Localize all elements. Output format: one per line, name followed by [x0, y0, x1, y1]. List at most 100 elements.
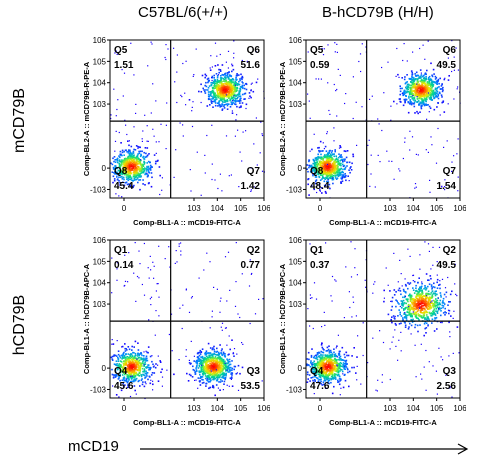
event-point [129, 152, 131, 155]
event-point [200, 356, 202, 358]
event-point [344, 379, 347, 382]
event-point [409, 100, 412, 102]
event-point [160, 123, 162, 125]
event-point [140, 154, 142, 157]
event-point [317, 162, 319, 165]
event-point [221, 73, 224, 76]
event-point [229, 106, 232, 108]
event-point [205, 81, 207, 84]
event-point [407, 86, 410, 89]
event-point [326, 155, 329, 158]
event-point [113, 160, 115, 163]
event-point [216, 80, 219, 82]
event-point [159, 361, 162, 363]
event-point [209, 347, 212, 349]
event-point [192, 101, 194, 103]
event-point [323, 148, 325, 150]
event-point [198, 277, 200, 279]
event-point [134, 165, 136, 168]
event-point [115, 130, 117, 132]
event-point [151, 360, 153, 363]
event-point [209, 366, 211, 368]
event-point [339, 159, 341, 162]
event-point [319, 359, 321, 362]
event-point [221, 366, 223, 368]
event-point [128, 373, 131, 376]
event-point [341, 170, 344, 173]
event-point [344, 160, 346, 162]
event-point [115, 115, 117, 117]
event-point [416, 82, 419, 84]
event-point [233, 86, 235, 89]
event-point [344, 166, 347, 169]
event-point [223, 383, 225, 385]
event-point [322, 173, 325, 176]
event-point [150, 112, 152, 114]
event-point [232, 352, 235, 355]
event-point [322, 364, 325, 366]
event-point [133, 356, 136, 358]
event-point [227, 93, 229, 96]
event-point [342, 362, 345, 364]
event-point [221, 64, 224, 66]
event-point [232, 93, 234, 96]
event-point [114, 140, 117, 142]
event-point [226, 85, 229, 87]
event-point [413, 86, 416, 89]
event-point [338, 357, 341, 359]
event-point [129, 157, 131, 159]
event-point [139, 146, 141, 149]
event-point [404, 100, 406, 103]
event-point [112, 168, 115, 170]
event-point [353, 366, 355, 369]
event-point [346, 165, 348, 167]
event-point [221, 109, 224, 111]
event-point [358, 60, 360, 63]
event-point [245, 107, 247, 110]
event-point [213, 350, 216, 353]
event-point [138, 354, 140, 357]
event-point [111, 368, 113, 371]
event-point [127, 161, 129, 163]
event-point [209, 374, 212, 376]
event-point [426, 98, 428, 101]
event-point [124, 358, 127, 361]
event-point [122, 366, 124, 369]
event-point [221, 365, 224, 367]
event-point [322, 158, 324, 160]
event-point [322, 172, 324, 174]
event-point [411, 136, 414, 138]
event-point [127, 171, 130, 174]
event-point [128, 359, 131, 361]
event-point [125, 360, 128, 363]
event-point [308, 166, 310, 169]
event-point [319, 171, 321, 173]
event-point [220, 89, 222, 91]
event-point [335, 168, 338, 171]
event-point [311, 376, 314, 379]
event-point [224, 88, 227, 91]
event-point [196, 356, 199, 359]
event-point [433, 97, 436, 99]
event-point [122, 386, 125, 388]
event-point [411, 74, 413, 76]
event-point [189, 363, 191, 365]
event-point [321, 356, 324, 358]
event-point [233, 368, 235, 371]
event-point [126, 165, 128, 167]
event-point [224, 362, 226, 364]
event-point [222, 78, 225, 80]
event-point [218, 92, 221, 94]
event-point [137, 353, 139, 355]
event-point [137, 373, 140, 376]
event-point [220, 91, 222, 94]
event-point [219, 375, 221, 378]
event-point [119, 168, 122, 171]
event-point [199, 377, 201, 380]
event-point [207, 342, 210, 345]
event-point [149, 355, 152, 358]
event-point [239, 98, 241, 100]
event-point [217, 95, 219, 98]
x-tick-label: 105 [234, 404, 248, 413]
event-point [118, 195, 120, 197]
